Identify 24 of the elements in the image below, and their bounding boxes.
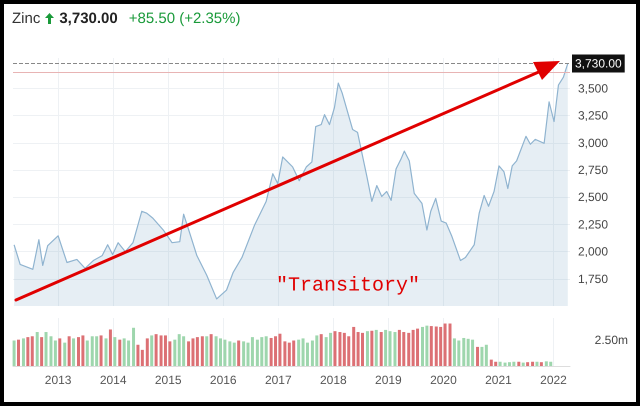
y-tick-label: 2,500 — [578, 190, 608, 204]
text: +85.50 (+2.35%) — [128, 10, 240, 27]
x-tick-label: 2018 — [320, 373, 347, 387]
x-tick-label: 2014 — [100, 373, 127, 387]
x-tick-label: 2022 — [540, 373, 568, 387]
x-tick-label: 2021 — [485, 373, 512, 387]
y-tick-label: 1,750 — [578, 272, 608, 286]
y-tick-label: 2,250 — [578, 217, 608, 232]
x-tick-label: 2015 — [154, 373, 182, 387]
y-tick-label: 3,250 — [578, 108, 608, 123]
y-tick-label: 3,000 — [578, 136, 608, 150]
x-tick-label: 2013 — [44, 373, 72, 387]
chart-subtitle: 3,730.00 — [59, 10, 118, 27]
chart-title: Zinc — [12, 10, 40, 27]
annotation: "Transitory" — [276, 274, 420, 298]
x-tick-label: 2016 — [210, 373, 237, 387]
y-tick-label: 2,750 — [578, 163, 608, 178]
y-tick-label: 2,000 — [578, 244, 608, 259]
x-tick-label: 2017 — [264, 373, 292, 387]
ref-line-label: 3,730.00 — [575, 56, 622, 70]
x-tick-label: 2019 — [375, 373, 402, 387]
y-tick-label: 3,500 — [578, 81, 608, 96]
text: 2.50m — [594, 333, 628, 347]
x-tick-label: 2020 — [430, 373, 458, 387]
